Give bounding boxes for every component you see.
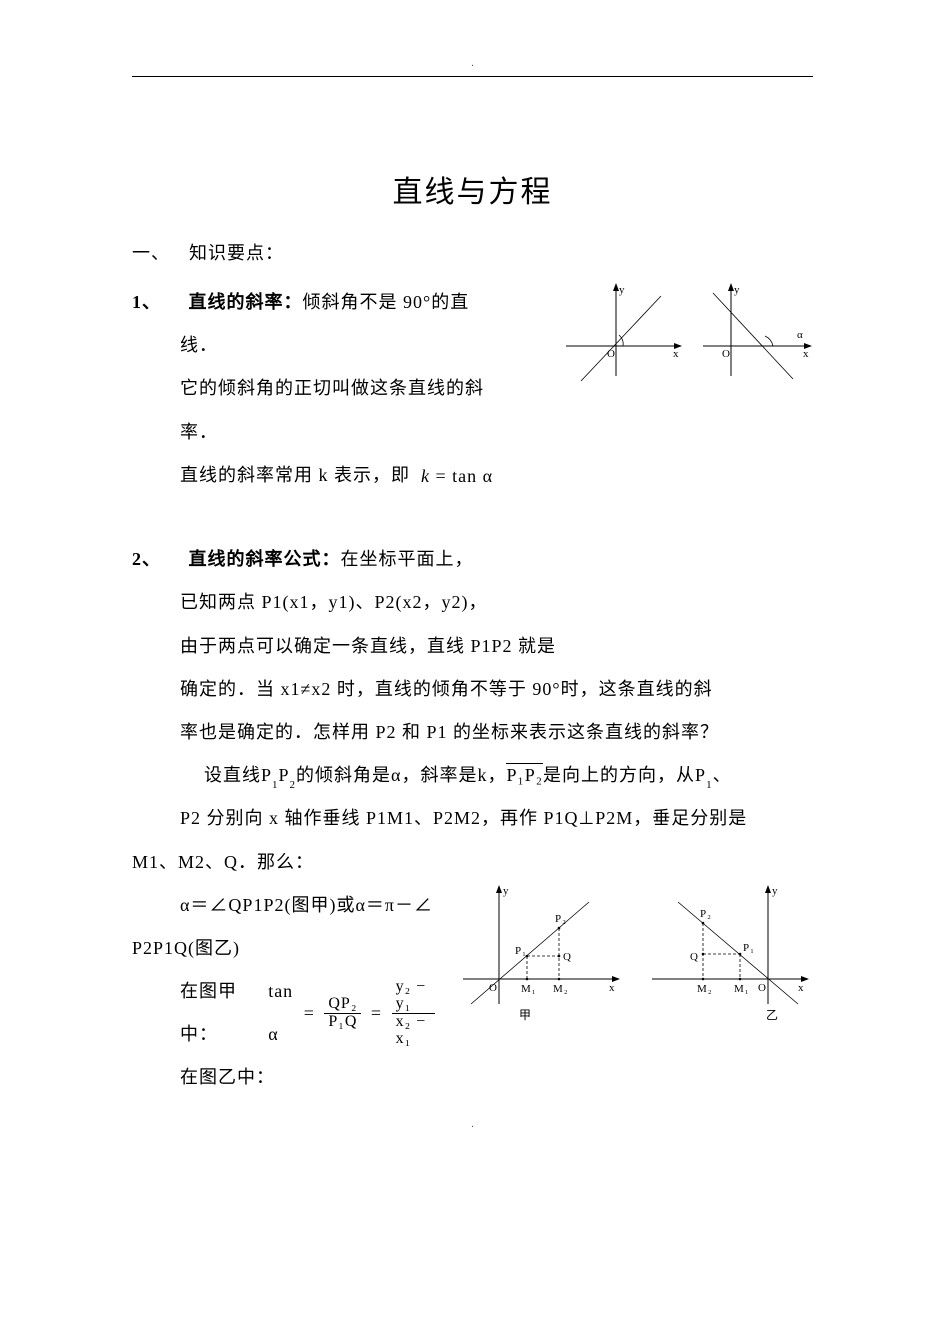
svg-text:P₁: P₁: [515, 945, 527, 957]
svg-text:y: y: [772, 885, 779, 897]
p2-l9: α＝∠QP1P2(图甲)或α＝π－∠: [132, 884, 439, 927]
top-rule: [132, 76, 813, 77]
p1-l3pre: 直线的斜率常用 k 表示，即: [180, 465, 410, 485]
p2-l8: M1、M2、Q．那么：: [132, 841, 813, 884]
svg-text:x: x: [609, 982, 616, 994]
svg-text:Q: Q: [690, 951, 699, 963]
svg-text:α: α: [797, 329, 804, 341]
svg-text:M₂: M₂: [553, 983, 569, 995]
svg-text:P₂: P₂: [700, 908, 712, 920]
p2-num: 2、: [132, 549, 161, 569]
svg-text:O: O: [607, 348, 616, 360]
p2-spacer: [167, 549, 184, 569]
p2-l12: 在图乙中：: [132, 1056, 439, 1099]
p2-l10: P2P1Q(图乙): [132, 927, 439, 970]
svg-text:x: x: [673, 348, 680, 360]
svg-text:M₁: M₁: [734, 983, 750, 995]
svg-text:O: O: [758, 982, 767, 994]
p1-l1b: 线．: [132, 324, 537, 367]
svg-text:y: y: [734, 284, 741, 296]
p2-l5: 率也是确定的．怎样用 P2 和 P1 的坐标来表示这条直线的斜率？: [132, 711, 813, 754]
p1-label: 直线的斜率：: [189, 292, 303, 312]
p2-l1r: 在坐标平面上，: [341, 549, 474, 569]
svg-text:M₂: M₂: [697, 983, 713, 995]
p2-l11pre: 在图甲中：: [180, 970, 262, 1056]
p1-l2: 它的倾斜角的正切叫做这条直线的斜: [132, 367, 537, 410]
footer-dot: .: [0, 1119, 945, 1130]
p2-formula-jia: tan α = QP₂ P₁Q = y₂ − y₁ x₂ − x₁: [268, 970, 439, 1056]
svg-text:y: y: [619, 284, 626, 296]
p2-l2: 已知两点 P1(x1，y1)、P2(x2，y2)，: [132, 581, 813, 624]
svg-text:x: x: [798, 982, 805, 994]
p1-spacer: [167, 292, 184, 312]
p1-num: 1、: [132, 292, 161, 312]
svg-text:O: O: [722, 348, 731, 360]
p2-l7: P2 分别向 x 轴作垂线 P1M1、P2M2，再作 P1Q⊥P2M，垂足分别是: [132, 797, 813, 840]
header-dot: .: [0, 58, 945, 69]
section-heading: 一、 知识要点：: [132, 239, 813, 265]
p2-l4: 确定的．当 x1≠x2 时，直线的倾角不等于 90°时，这条直线的斜: [132, 668, 813, 711]
p1-l2b: 率．: [132, 411, 537, 454]
diagram-2: y x O P₁ P₂ Q M₁ M₂ 甲: [453, 884, 813, 1029]
svg-text:甲: 甲: [519, 1008, 532, 1022]
p2-l6: 设直线P1P2的倾斜角是α，斜率是k，P₁P₂是向上的方向，从P1、: [132, 754, 813, 797]
point-2: 2、 直线的斜率公式：在坐标平面上， 已知两点 P1(x1，y1)、P2(x2，…: [132, 538, 813, 1099]
spacer-1: [132, 498, 813, 538]
diagram-1: y x O α y x O: [551, 281, 813, 401]
page-title: 直线与方程: [132, 167, 813, 211]
svg-text:y: y: [503, 885, 510, 897]
svg-text:乙: 乙: [766, 1008, 779, 1022]
page: . 直线与方程 一、 知识要点： 1、 直线的斜率：倾斜角不是 90°的直 线．…: [0, 0, 945, 1160]
p2-label: 直线的斜率公式：: [189, 549, 341, 569]
svg-text:Q: Q: [563, 951, 572, 963]
svg-text:x: x: [803, 348, 810, 360]
svg-text:P₂: P₂: [555, 913, 567, 925]
svg-text:O: O: [489, 982, 498, 994]
point-1: 1、 直线的斜率：倾斜角不是 90°的直 线． 它的倾斜角的正切叫做这条直线的斜…: [132, 281, 813, 498]
svg-text:M₁: M₁: [521, 983, 537, 995]
p2-l3: 由于两点可以确定一条直线，直线 P1P2 就是: [132, 625, 813, 668]
p1-formula: k = tan α: [416, 455, 494, 498]
svg-text:P₁: P₁: [743, 942, 755, 954]
p1-l1a: 倾斜角不是 90°的直: [303, 292, 470, 312]
